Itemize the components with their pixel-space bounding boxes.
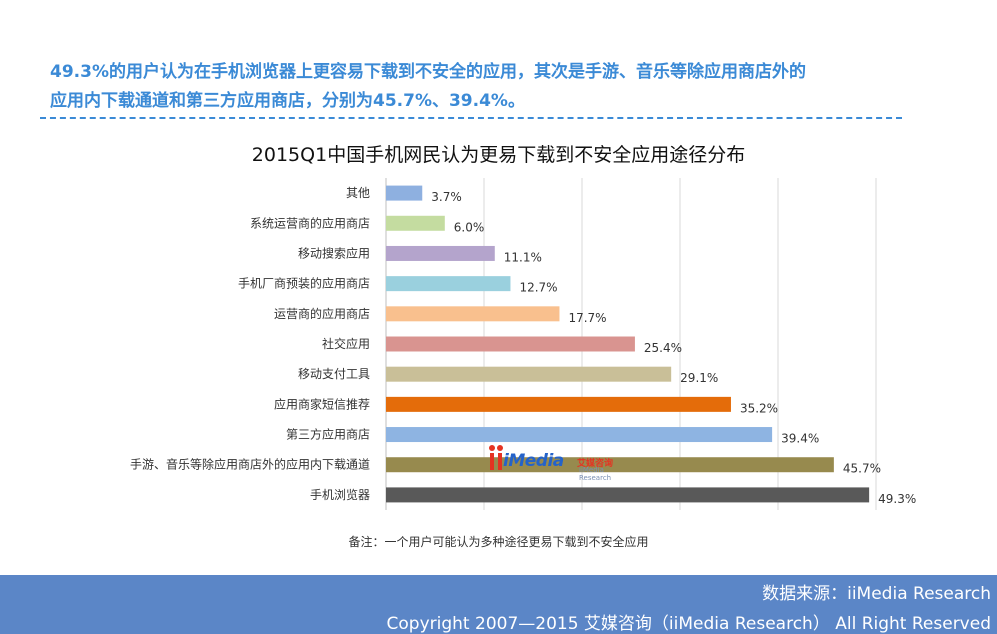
category-label: 第三方应用商店 [286, 427, 370, 442]
headline-line-1: 49.3%的用户认为在手机浏览器上更容易下载到不安全的应用，其次是手游、音乐等除… [50, 62, 806, 82]
logo-text: iMedia [503, 451, 564, 471]
bar-chart: 其他 3.7% 系统运营商的应用商店 6.0% 移动搜索应用 11.1% 手机厂商预装的应用… [130, 178, 916, 510]
category-label: 系统运营商的应用商店 [250, 215, 370, 230]
bar [386, 396, 731, 412]
bar [386, 185, 423, 201]
logo-mark-icon [489, 445, 503, 470]
data-label: 11.1% [504, 250, 542, 264]
data-label: 39.4% [781, 432, 819, 446]
data-label: 3.7% [431, 190, 462, 204]
category-label: 社交应用 [322, 336, 370, 351]
category-label: 手游、音乐等除应用商店外的应用内下载通道 [130, 457, 370, 472]
logo-cn-text: 艾媒咨询 [577, 459, 614, 469]
data-label: 12.7% [519, 281, 557, 295]
category-label: 移动搜索应用 [298, 245, 370, 260]
category-label: 其他 [346, 186, 370, 200]
bar [386, 276, 511, 292]
data-label: 29.1% [680, 371, 718, 385]
category-label: 手机浏览器 [310, 487, 370, 502]
bar [386, 215, 445, 231]
copyright: Copyright 2007—2015 艾媒咨询（iiMedia Researc… [386, 614, 991, 634]
headline: 49.3%的用户认为在手机浏览器上更容易下载到不安全的应用，其次是手游、音乐等除… [50, 58, 930, 116]
data-label: 49.3% [878, 492, 916, 506]
data-label: 17.7% [568, 311, 606, 325]
data-label: 45.7% [843, 462, 881, 476]
bar [386, 427, 773, 443]
chart-title: 2015Q1中国手机网民认为更易下载到不安全应用途径分布 [251, 144, 746, 166]
iimedia-watermark-logo: iMedia 艾媒咨询 iiMedia Research [487, 442, 627, 482]
bar [386, 366, 672, 382]
bar [386, 457, 834, 473]
headline-line-2: 应用内下载通道和第三方应用商店，分别为45.7%、39.4%。 [50, 91, 525, 111]
chart-note: 备注：一个用户可能认为多种途径更易下载到不安全应用 [348, 535, 649, 549]
category-label: 移动支付工具 [298, 367, 370, 381]
logo-sub-text: iiMedia Research [579, 466, 612, 482]
bar [386, 336, 635, 352]
category-label: 运营商的应用商店 [274, 306, 370, 321]
data-label: 25.4% [644, 341, 682, 355]
data-label: 35.2% [740, 401, 778, 415]
bar [386, 487, 870, 503]
bar [386, 306, 560, 322]
dashed-divider [40, 117, 902, 119]
category-label: 应用商家短信推荐 [274, 396, 370, 411]
data-source: 数据来源：iiMedia Research [762, 584, 991, 604]
category-label: 手机厂商预装的应用商店 [238, 276, 370, 291]
bar [386, 245, 495, 261]
data-label: 6.0% [454, 220, 485, 234]
footer-bar: 数据来源：iiMedia Research Copyright 2007—201… [0, 575, 997, 634]
